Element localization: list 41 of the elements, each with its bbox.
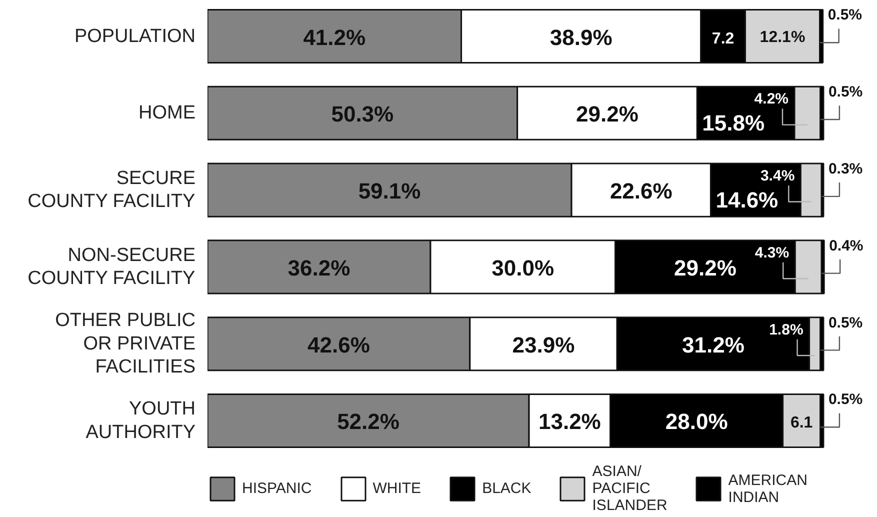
data-label: 3.4% [760,168,795,185]
data-label: 0.3% [828,160,863,178]
data-label: 1.8% [769,321,804,338]
legend-label: BLACK [482,480,532,497]
y-tick-label: POPULATION [74,26,196,47]
data-label: 42.6% [308,332,370,358]
legend-label: AMERICAN INDIAN [728,472,808,506]
data-label: 23.9% [512,332,575,358]
data-label: 59.1% [358,178,421,204]
data-label: 0.5% [828,314,863,332]
data-label: 28.0% [665,409,728,434]
data-label: 7.2 [712,30,734,48]
data-label: 0.5% [828,391,863,408]
data-label: 22.6% [610,178,672,204]
y-tick-label: YOUTH AUTHORITY [86,398,196,443]
legend-label: HISPANIC [242,480,312,497]
data-label: 41.2% [303,24,366,50]
data-label: 13.2% [538,409,601,434]
data-label: 29.2% [674,255,736,280]
legend-label: ASIAN/ PACIFIC ISLANDER [592,463,668,514]
data-label: 50.3% [331,102,394,127]
data-label: 0.5% [828,84,863,101]
legend-label: WHITE [372,480,422,497]
data-label: 4.3% [754,244,790,262]
data-label: 29.2% [576,102,638,127]
data-label: 12.1% [760,28,806,46]
data-label: 31.2% [682,332,744,358]
data-label: 30.0% [492,255,554,280]
data-label: 15.8% [702,110,765,136]
data-label: 14.6% [716,188,778,213]
data-label: 4.2% [754,90,789,108]
data-label: 36.2% [288,255,350,280]
data-label: 38.9% [550,24,612,50]
data-label: 52.2% [337,409,400,434]
y-tick-label: NON-SECURE COUNTY FACILITY [28,244,196,289]
data-label: 6.1 [790,414,813,432]
data-label: 0.4% [829,237,864,254]
y-tick-label: SECURE COUNTY FACILITY [28,168,196,212]
data-label: 0.5% [828,6,862,24]
y-tick-label: HOME [138,102,196,124]
y-tick-label: OTHER PUBLIC OR PRIVATE FACILITIES [55,310,196,378]
